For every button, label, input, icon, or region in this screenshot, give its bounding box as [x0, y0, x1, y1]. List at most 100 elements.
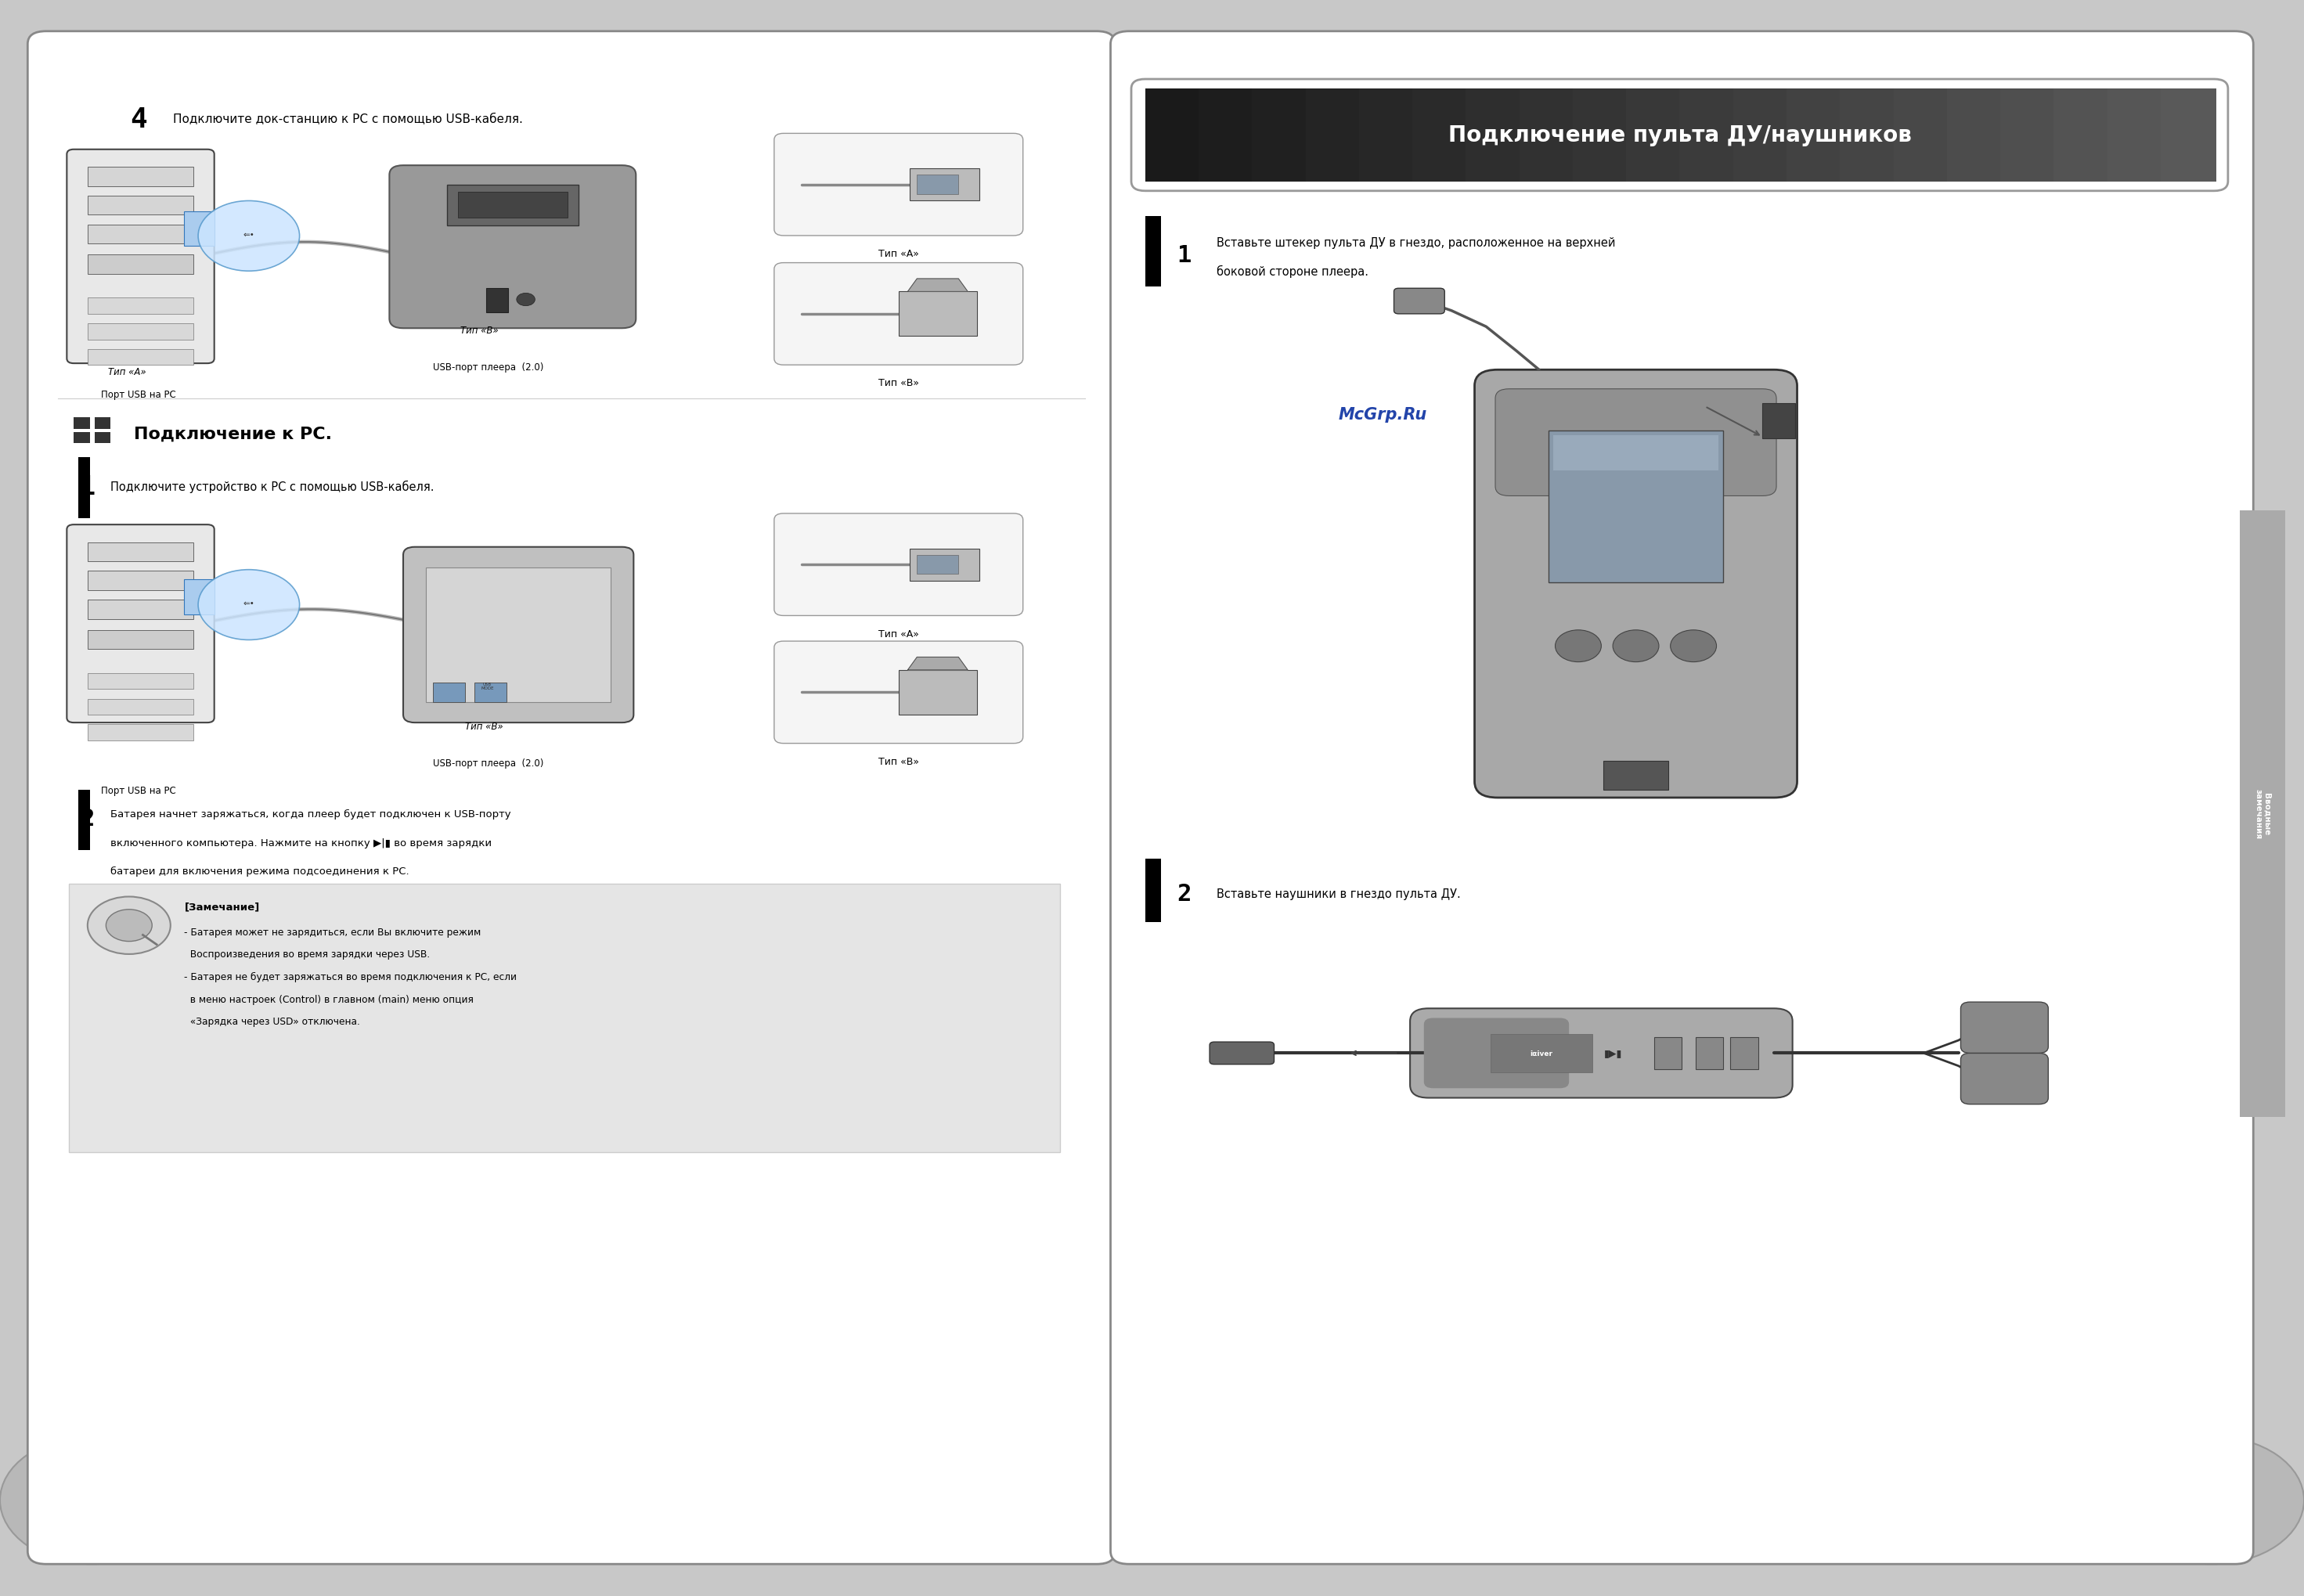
Bar — [1491, 1034, 1592, 1073]
Bar — [910, 169, 979, 201]
Circle shape — [1613, 630, 1659, 662]
FancyBboxPatch shape — [1394, 289, 1445, 314]
FancyBboxPatch shape — [403, 547, 634, 723]
Bar — [184, 579, 214, 614]
Polygon shape — [908, 658, 968, 670]
Bar — [1763, 404, 1795, 439]
Bar — [433, 683, 465, 702]
Bar — [1733, 89, 1788, 182]
Text: ▮▶▮: ▮▶▮ — [1604, 1049, 1622, 1058]
Text: Подключите док-станцию к PC с помощью USB-кабеля.: Подключите док-станцию к PC с помощью US… — [173, 113, 523, 126]
FancyBboxPatch shape — [774, 642, 1023, 744]
Text: боковой стороне плеера.: боковой стороне плеера. — [1217, 265, 1369, 278]
Text: включенного компьютера. Нажмите на кнопку ▶|▮ во время зарядки: включенного компьютера. Нажмите на кнопк… — [111, 838, 493, 847]
Bar — [426, 568, 611, 702]
Text: батареи для включения режима подсоединения к PC.: батареи для включения режима подсоединен… — [111, 867, 410, 876]
Bar — [184, 212, 214, 247]
Bar — [1145, 859, 1161, 922]
FancyBboxPatch shape — [1475, 370, 1797, 798]
Text: Воспроизведения во время зарядки через USB.: Воспроизведения во время зарядки через U… — [184, 950, 431, 959]
Text: «Зарядка через USD» отключена.: «Зарядка через USD» отключена. — [184, 1017, 359, 1026]
FancyBboxPatch shape — [1410, 1009, 1793, 1098]
Text: USB-порт плеера  (2.0): USB-порт плеера (2.0) — [433, 362, 544, 372]
Bar — [1251, 89, 1309, 182]
Text: Вводные
замечания: Вводные замечания — [2253, 788, 2272, 839]
FancyBboxPatch shape — [1961, 1053, 2048, 1104]
Bar — [1894, 89, 1949, 182]
Text: Тип «В»: Тип «В» — [878, 757, 919, 766]
Bar — [1574, 89, 1629, 182]
Bar — [1841, 89, 1896, 182]
Bar — [88, 699, 194, 715]
Bar — [1553, 436, 1719, 471]
Bar — [1359, 89, 1415, 182]
Bar — [1680, 89, 1735, 182]
FancyBboxPatch shape — [28, 32, 1115, 1564]
Text: McGrp.Ru: McGrp.Ru — [1339, 407, 1426, 423]
Bar — [917, 176, 958, 195]
Bar — [1947, 89, 2002, 182]
Bar — [447, 185, 578, 225]
Text: Подключение пульта ДУ/наушников: Подключение пульта ДУ/наушников — [1447, 124, 1912, 147]
FancyBboxPatch shape — [389, 166, 636, 329]
FancyBboxPatch shape — [1111, 32, 2253, 1564]
Text: Тип «А»: Тип «А» — [108, 367, 145, 377]
Bar — [1198, 89, 1253, 182]
Text: Тип «А»: Тип «А» — [878, 249, 919, 259]
Text: Батарея начнет заряжаться, когда плеер будет подключен к USB-порту: Батарея начнет заряжаться, когда плеер б… — [111, 809, 511, 819]
Bar — [1654, 1037, 1682, 1069]
Bar — [88, 600, 194, 619]
Bar — [88, 571, 194, 591]
Circle shape — [516, 294, 535, 306]
Circle shape — [1670, 630, 1716, 662]
Bar — [94, 418, 111, 429]
Bar — [2161, 89, 2216, 182]
FancyBboxPatch shape — [1424, 1018, 1569, 1088]
Bar — [1145, 217, 1161, 287]
Circle shape — [198, 570, 300, 640]
Text: USB
MODE: USB MODE — [482, 681, 493, 691]
Bar — [94, 433, 111, 444]
FancyBboxPatch shape — [67, 150, 214, 364]
Bar — [69, 884, 1060, 1152]
Bar — [88, 255, 194, 275]
FancyBboxPatch shape — [774, 263, 1023, 365]
Circle shape — [0, 1436, 184, 1564]
Text: Вставьте штекер пульта ДУ в гнездо, расположенное на верхней: Вставьте штекер пульта ДУ в гнездо, расп… — [1217, 236, 1615, 249]
Bar — [88, 350, 194, 365]
Bar — [88, 725, 194, 741]
Bar — [74, 433, 90, 444]
FancyBboxPatch shape — [67, 525, 214, 723]
Bar — [1412, 89, 1468, 182]
Bar — [88, 168, 194, 187]
Text: Тип «В»: Тип «В» — [465, 721, 502, 731]
Bar — [899, 292, 977, 337]
Circle shape — [198, 201, 300, 271]
Bar — [78, 458, 90, 519]
Bar — [1627, 89, 1682, 182]
Bar — [910, 549, 979, 581]
Bar — [1730, 1037, 1758, 1069]
Bar — [88, 674, 194, 689]
Text: 1: 1 — [81, 474, 94, 500]
FancyBboxPatch shape — [774, 514, 1023, 616]
Text: Порт USB на PC: Порт USB на PC — [101, 389, 175, 399]
Bar — [486, 289, 509, 313]
Text: Порт USB на PC: Порт USB на PC — [101, 785, 175, 795]
Text: iαiver: iαiver — [1530, 1050, 1553, 1057]
Bar — [917, 555, 958, 575]
Text: 4: 4 — [129, 107, 147, 132]
Bar — [88, 324, 194, 340]
Text: Подключение к PC.: Подключение к PC. — [134, 426, 332, 442]
Text: ⇐•: ⇐• — [242, 230, 256, 238]
Text: - Батарея не будет заряжаться во время подключения к PC, если: - Батарея не будет заряжаться во время п… — [184, 972, 516, 982]
Bar — [88, 630, 194, 650]
Text: 1: 1 — [1177, 244, 1191, 267]
Bar — [1786, 89, 1843, 182]
Circle shape — [88, 897, 170, 954]
Bar — [1548, 431, 1723, 583]
Text: [Замечание]: [Замечание] — [184, 902, 260, 911]
FancyBboxPatch shape — [1210, 1042, 1274, 1065]
FancyBboxPatch shape — [774, 134, 1023, 236]
Bar — [458, 193, 567, 219]
